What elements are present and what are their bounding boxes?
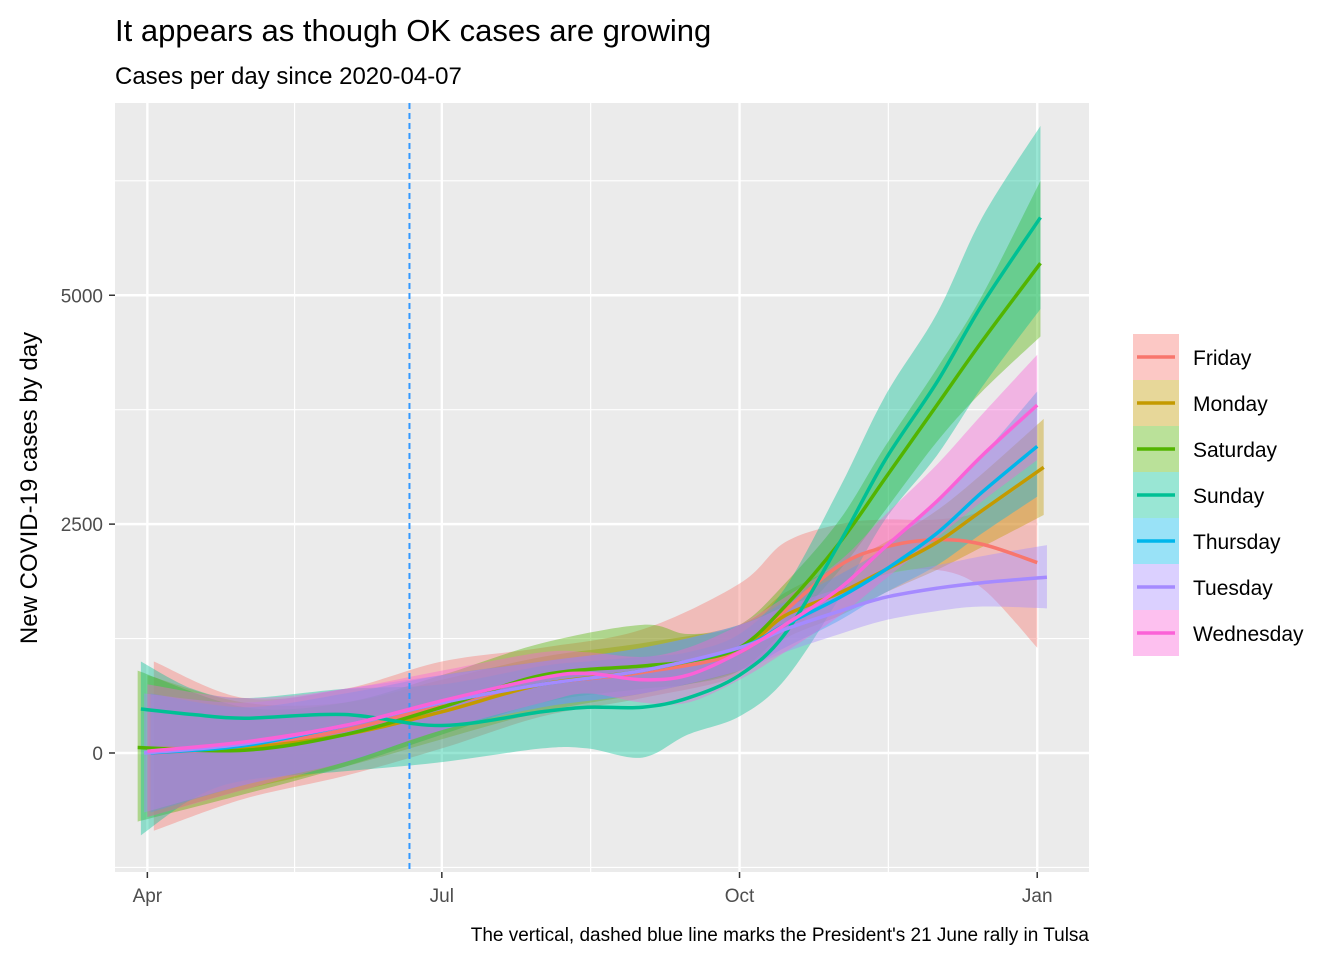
series-lines — [137, 216, 1048, 755]
legend-label-tuesday: Tuesday — [1193, 577, 1273, 600]
legend-label-sunday: Sunday — [1193, 485, 1265, 508]
y-axis: 0 2500 5000 — [61, 286, 115, 765]
legend-label-friday: Friday — [1193, 347, 1252, 370]
ribbon-saturday — [137, 180, 1041, 822]
y-axis-title: New COVID-19 cases by day — [16, 332, 43, 644]
chart-subtitle: Cases per day since 2020-04-07 — [115, 63, 462, 90]
ribbon-sunday — [140, 125, 1041, 836]
line-wednesday — [147, 403, 1039, 753]
ribbon-thursday — [150, 391, 1038, 813]
legend: Friday Monday Saturday Sunday Thursday Tuesda… — [1133, 334, 1304, 656]
x-axis: Apr Jul Oct Jan — [133, 872, 1053, 907]
y-tick-label: 0 — [92, 744, 103, 765]
line-friday — [153, 537, 1038, 755]
legend-label-monday: Monday — [1193, 393, 1268, 416]
legend-label-saturday: Saturday — [1193, 439, 1278, 462]
grid-minor — [115, 103, 1089, 872]
x-tick-label: Oct — [725, 886, 755, 907]
chart-title: It appears as though OK cases are growin… — [115, 13, 711, 48]
y-tick-label: 2500 — [61, 515, 103, 536]
x-tick-label: Apr — [133, 886, 163, 907]
x-tick-label: Jan — [1022, 886, 1053, 907]
y-tick-label: 5000 — [61, 286, 103, 307]
legend-label-thursday: Thursday — [1193, 531, 1281, 554]
line-sunday — [140, 216, 1042, 728]
x-tick-label: Jul — [430, 886, 454, 907]
ribbon-friday — [153, 473, 1038, 831]
chart-caption: The vertical, dashed blue line marks the… — [471, 925, 1090, 946]
legend-label-wednesday: Wednesday — [1193, 623, 1304, 646]
ribbon-wednesday — [147, 354, 1038, 818]
grid-major — [115, 103, 1089, 872]
